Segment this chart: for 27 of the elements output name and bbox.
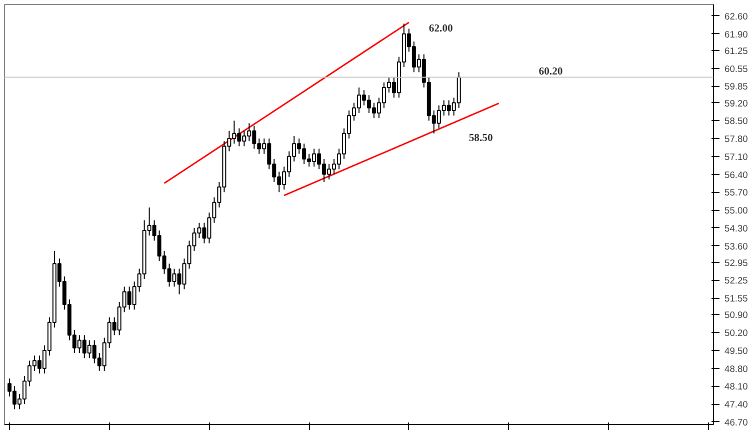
- y-tick-label: 60.55: [724, 64, 748, 74]
- y-tick-label: 47.40: [724, 400, 748, 410]
- y-tick-label: 52.25: [724, 276, 748, 286]
- y-tick-label: 61.25: [724, 46, 748, 56]
- y-tick-label: 48.80: [724, 364, 748, 374]
- y-tick-label: 57.80: [724, 134, 748, 144]
- y-tick-label: 49.50: [724, 346, 748, 356]
- y-tick-label: 55.00: [724, 206, 748, 216]
- y-tick-label: 50.90: [724, 310, 748, 320]
- y-tick-label: 57.10: [724, 152, 748, 162]
- y-tick-label: 62.60: [724, 11, 748, 22]
- y-tick-label: 59.20: [724, 98, 748, 108]
- y-tick-label: 50.20: [724, 328, 748, 338]
- y-tick-label: 59.85: [724, 82, 748, 92]
- annotation: 62.00: [428, 23, 453, 34]
- y-tick-label: 58.50: [724, 116, 748, 126]
- y-tick-label: 55.70: [724, 188, 748, 198]
- y-tick-label: 51.55: [724, 294, 748, 304]
- y-tick-label: 53.60: [724, 241, 748, 252]
- y-tick-label: 48.10: [724, 382, 748, 392]
- y-tick-label: 54.30: [724, 223, 748, 234]
- y-tick-label: 56.40: [724, 170, 748, 180]
- ref-line-label: 60.20: [538, 66, 563, 78]
- annotation: 58.50: [468, 133, 493, 144]
- y-tick-label: 61.90: [724, 29, 748, 40]
- y-tick-label: 52.95: [724, 258, 748, 268]
- y-tick-label: 46.70: [724, 417, 748, 428]
